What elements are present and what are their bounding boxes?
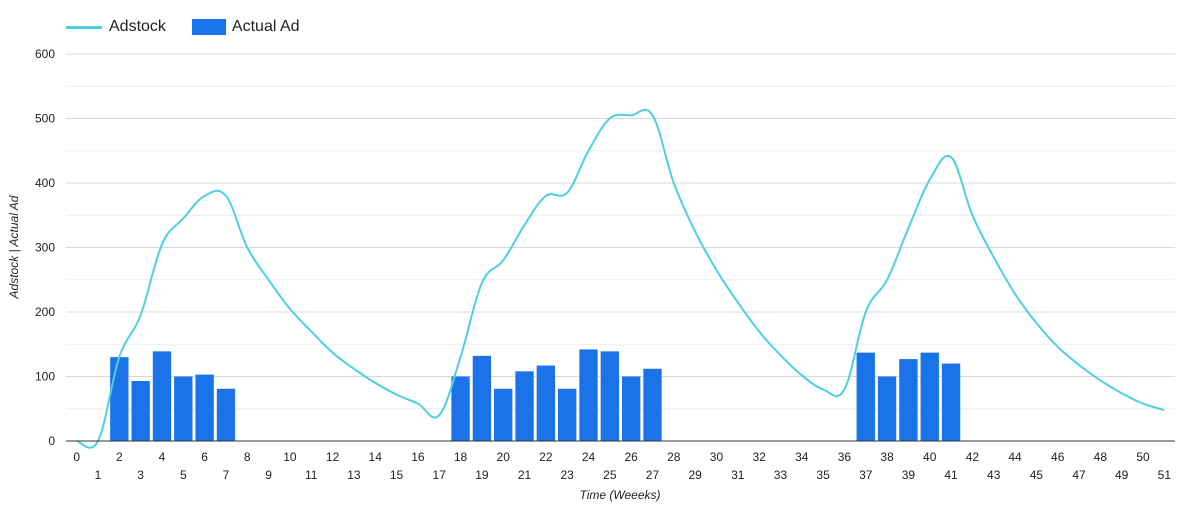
legend-label-adstock: Adstock (109, 18, 166, 35)
actual-ad-bar (195, 374, 214, 441)
x-tick-label: 7 (223, 468, 230, 482)
x-tick-label: 27 (646, 468, 660, 482)
x-tick-label: 33 (774, 468, 788, 482)
gridlines (66, 53, 1175, 410)
x-tick-label: 23 (561, 468, 575, 482)
y-tick-label: 0 (48, 434, 55, 448)
x-tick-label: 42 (966, 450, 980, 464)
x-tick-label: 41 (944, 468, 958, 482)
x-tick-label: 43 (987, 468, 1001, 482)
legend-item-actual-ad[interactable]: Actual Ad (191, 18, 300, 36)
actual-ad-bar (600, 351, 620, 441)
x-tick-label: 32 (752, 450, 766, 464)
y-axis-title: Adstock | Actual Ad (7, 195, 21, 299)
legend: Adstock Actual Ad (66, 18, 326, 36)
x-tick-label: 5 (180, 468, 187, 482)
x-tick-label: 49 (1115, 468, 1129, 482)
x-tick-label: 10 (283, 450, 297, 464)
actual-ad-bar (152, 351, 172, 441)
actual-ad-bar (941, 363, 961, 441)
x-tick-label: 20 (497, 450, 511, 464)
actual-ad-bar (899, 359, 918, 441)
legend-label-actual-ad: Actual Ad (231, 18, 300, 35)
y-tick-labels: 0 100 200 300 400 500 600 (35, 47, 55, 448)
x-tick-label: 1 (95, 468, 102, 482)
x-tick-label: 6 (201, 450, 208, 464)
adstock-line (76, 108, 1165, 449)
actual-ad-swatch (191, 19, 226, 35)
actual-ad-bar (643, 368, 662, 441)
actual-ad-bar (536, 365, 556, 441)
x-tick-label: 21 (518, 468, 532, 482)
x-tick-labels: 0123456789101112131415161718192021222324… (73, 450, 1171, 482)
actual-ad-bar (579, 349, 598, 441)
x-tick-label: 14 (369, 450, 383, 464)
y-tick-label: 200 (35, 305, 55, 319)
y-tick-label: 300 (35, 241, 55, 255)
actual-ad-bar (515, 371, 534, 441)
x-tick-label: 16 (411, 450, 425, 464)
actual-ad-bar (877, 376, 897, 441)
x-tick-label: 3 (137, 468, 144, 482)
x-tick-label: 26 (624, 450, 638, 464)
actual-ad-bar (621, 376, 641, 441)
x-tick-label: 25 (603, 468, 617, 482)
x-tick-label: 11 (305, 468, 318, 482)
x-tick-label: 12 (326, 450, 340, 464)
y-tick-label: 100 (35, 370, 55, 384)
x-tick-label: 4 (159, 450, 166, 464)
x-axis-title: Time (Weeeks) (579, 488, 660, 502)
actual-ad-bar (216, 388, 236, 441)
x-tick-label: 29 (688, 468, 702, 482)
x-tick-label: 51 (1158, 468, 1172, 482)
actual-ad-bar (472, 355, 492, 441)
x-tick-label: 30 (710, 450, 724, 464)
actual-ad-bar (494, 388, 513, 441)
x-tick-label: 24 (582, 450, 596, 464)
y-tick-label: 400 (35, 176, 55, 190)
x-tick-label: 38 (880, 450, 894, 464)
actual-ad-bar (856, 352, 875, 441)
actual-ad-bar (110, 357, 129, 441)
x-tick-label: 34 (795, 450, 809, 464)
x-tick-label: 36 (838, 450, 852, 464)
x-tick-label: 17 (433, 468, 447, 482)
actual-ad-bar (174, 376, 193, 441)
x-tick-label: 19 (475, 468, 489, 482)
x-tick-label: 31 (731, 468, 745, 482)
x-tick-label: 2 (116, 450, 123, 464)
x-tick-label: 0 (73, 450, 80, 464)
x-tick-label: 37 (859, 468, 873, 482)
x-tick-label: 50 (1136, 450, 1150, 464)
x-tick-label: 47 (1072, 468, 1086, 482)
x-tick-label: 40 (923, 450, 937, 464)
x-tick-label: 35 (816, 468, 830, 482)
actual-ad-bar (451, 376, 470, 441)
x-tick-label: 8 (244, 450, 251, 464)
x-tick-label: 45 (1030, 468, 1044, 482)
x-tick-label: 44 (1008, 450, 1022, 464)
x-tick-label: 13 (347, 468, 361, 482)
x-tick-label: 18 (454, 450, 468, 464)
x-tick-label: 28 (667, 450, 681, 464)
x-tick-label: 22 (539, 450, 553, 464)
actual-ad-bar (131, 381, 150, 441)
y-tick-label: 600 (35, 47, 55, 61)
x-tick-label: 46 (1051, 450, 1065, 464)
adstock-line-swatch (66, 25, 102, 29)
x-tick-label: 15 (390, 468, 404, 482)
actual-ad-bar (920, 352, 939, 441)
y-tick-label: 500 (35, 112, 55, 126)
x-tick-label: 48 (1094, 450, 1108, 464)
x-tick-label: 39 (902, 468, 916, 482)
actual-ad-bar (558, 388, 577, 441)
x-tick-label: 9 (265, 468, 272, 482)
legend-item-adstock[interactable]: Adstock (66, 18, 166, 36)
